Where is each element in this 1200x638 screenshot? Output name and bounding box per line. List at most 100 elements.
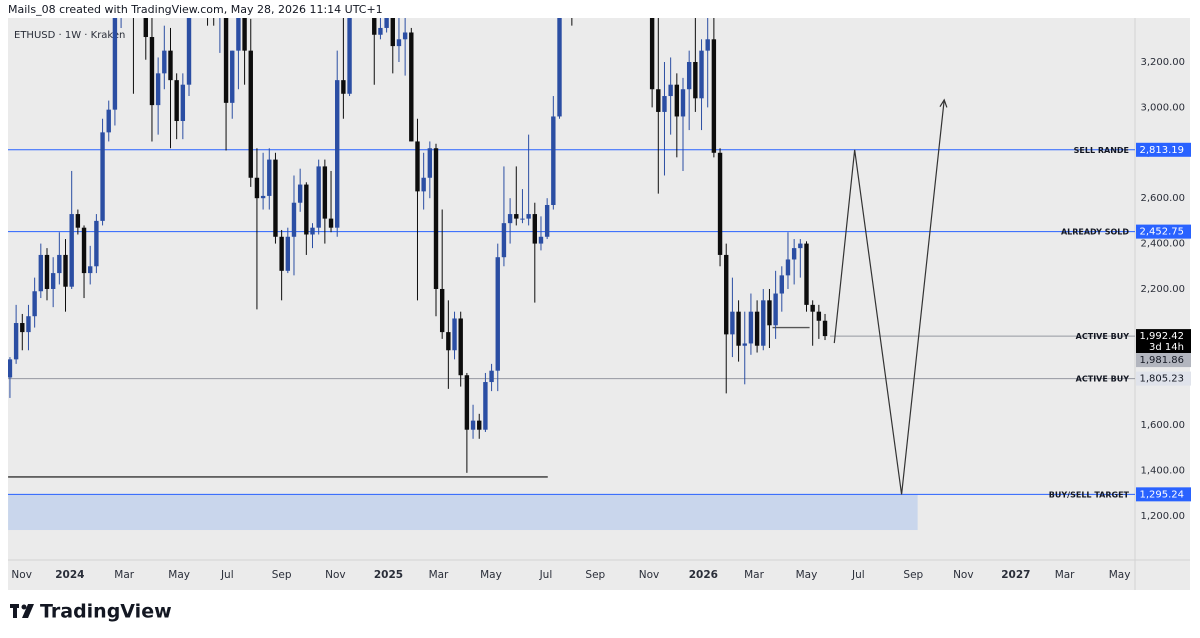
price-tag xyxy=(1136,371,1191,386)
candle-body xyxy=(730,311,735,335)
candle-body xyxy=(779,275,784,294)
candle-body xyxy=(260,195,266,199)
candle-body xyxy=(304,184,309,235)
logo-mark xyxy=(22,604,34,618)
candle-body xyxy=(464,375,470,430)
x-tick-label: 2024 xyxy=(55,569,84,581)
projection-path xyxy=(833,99,945,495)
candle-body xyxy=(273,159,278,237)
price-tag xyxy=(1136,329,1191,354)
candle-body xyxy=(149,37,155,106)
candle-body xyxy=(44,254,50,289)
candle-body xyxy=(347,18,352,94)
y-tick-label: 2,400.00 xyxy=(1140,239,1185,250)
candle-body xyxy=(551,116,556,205)
candle-body xyxy=(791,248,797,260)
candle-body xyxy=(402,32,408,40)
x-tick-label: 2027 xyxy=(1001,569,1030,581)
candle-body xyxy=(656,89,661,112)
candle-body xyxy=(477,420,482,430)
level-name: ACTIVE BUY xyxy=(1076,332,1130,341)
candle-body xyxy=(489,370,494,383)
candle-body xyxy=(724,254,729,335)
candle-body xyxy=(705,39,710,51)
candle-body xyxy=(50,273,56,289)
candle-body xyxy=(106,109,111,133)
price-tag-label: 1,295.24 xyxy=(1139,489,1184,500)
candle-body xyxy=(328,218,334,228)
price-tag-label: 1,992.42 xyxy=(1139,331,1184,342)
level-name: SELL RANDE xyxy=(1074,146,1129,155)
y-tick-label: 1,200.00 xyxy=(1140,511,1185,522)
candle-body xyxy=(335,80,340,228)
candle-body xyxy=(736,311,741,346)
candle-body xyxy=(668,84,673,97)
candle-body xyxy=(236,18,241,51)
candle-body xyxy=(452,318,457,351)
candle-body xyxy=(427,148,433,178)
price-tag-label: 2,452.75 xyxy=(1139,227,1184,238)
candle-body xyxy=(32,291,37,317)
candle-body xyxy=(69,214,74,287)
candle-body xyxy=(341,80,346,94)
candle-body xyxy=(421,177,426,192)
candle-body xyxy=(501,223,507,258)
x-tick-label: Sep xyxy=(903,569,923,581)
projection-arrowhead xyxy=(939,98,948,108)
candle-body xyxy=(699,50,704,99)
price-tag-label: 1,805.23 xyxy=(1139,374,1184,385)
price-tag xyxy=(1136,142,1191,157)
candle-body xyxy=(773,293,778,326)
candle-body xyxy=(767,300,772,326)
candle-body xyxy=(439,288,445,333)
candle-body xyxy=(100,132,105,221)
candle-body xyxy=(143,18,148,38)
logo-text: TradingView xyxy=(40,601,172,623)
candle-body xyxy=(754,311,760,346)
candle-body xyxy=(162,50,167,74)
price-tag xyxy=(1136,224,1191,239)
candle-body xyxy=(372,18,377,35)
x-tick-label: Mar xyxy=(744,569,764,581)
candle-body xyxy=(378,27,383,35)
candle-body xyxy=(322,166,328,219)
x-tick-label: Nov xyxy=(11,569,32,581)
y-tick-label: 1,400.00 xyxy=(1140,466,1185,477)
x-tick-label: Jul xyxy=(220,569,234,581)
candle-body xyxy=(470,420,476,430)
logo: TradingView xyxy=(10,601,172,623)
candle-body xyxy=(316,166,321,228)
candle-body xyxy=(75,214,81,228)
candle-body xyxy=(390,18,395,47)
candle-body xyxy=(112,18,118,110)
candle-body xyxy=(674,84,680,117)
price-tag-label: 2,813.19 xyxy=(1139,145,1184,156)
y-tick-label: 1,600.00 xyxy=(1140,420,1185,431)
x-tick-label: 2025 xyxy=(374,569,403,581)
symbol: ETHUSD · 1W · Kraken xyxy=(14,30,125,41)
candle-body xyxy=(20,323,25,333)
candle-body xyxy=(13,323,19,360)
candle-body xyxy=(711,39,717,153)
y-tick-label: 3,200.00 xyxy=(1140,57,1185,68)
candle-body xyxy=(761,300,766,346)
candle-body xyxy=(822,320,828,337)
candle-body xyxy=(223,18,229,103)
candle-body xyxy=(297,184,303,203)
level-name: ALREADY SOLD xyxy=(1061,228,1129,237)
candle-body xyxy=(155,73,161,106)
candle-body xyxy=(57,254,62,274)
candle-body xyxy=(88,266,93,274)
candle-body xyxy=(242,18,247,51)
candle-body xyxy=(483,382,488,430)
target-zone xyxy=(8,494,918,531)
x-tick-label: Jul xyxy=(851,569,865,581)
candle-body xyxy=(798,243,803,249)
x-tick-label: May xyxy=(796,569,818,581)
candle-body xyxy=(186,18,192,85)
candle-body xyxy=(686,61,692,90)
candle-body xyxy=(458,318,463,376)
candle-body xyxy=(291,202,297,237)
candle-body xyxy=(748,311,754,344)
